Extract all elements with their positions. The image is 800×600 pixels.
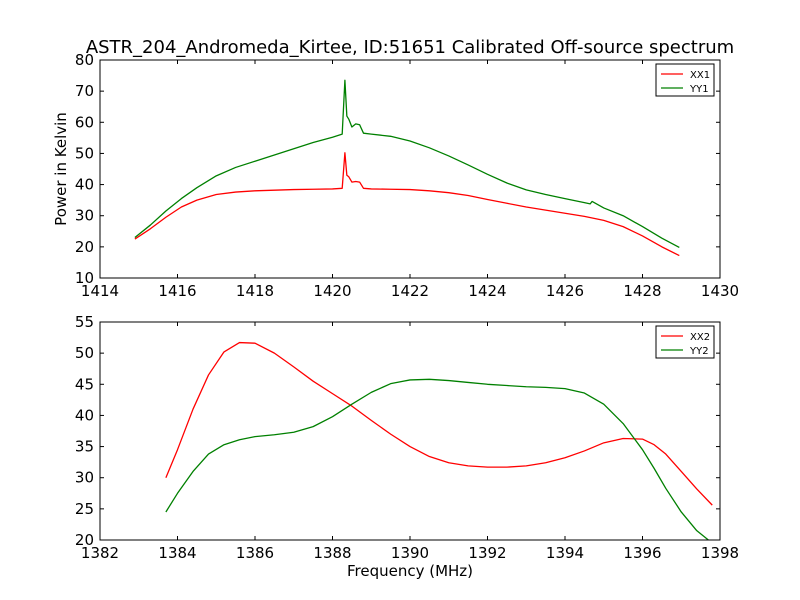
x-tick-label: 1396	[623, 544, 661, 562]
x-tick-label: 1392	[468, 544, 506, 562]
y-tick-label: 80	[75, 51, 94, 69]
x-tick-label: 1398	[701, 544, 739, 562]
x-tick-label: 1388	[313, 544, 351, 562]
x-tick-label: 1386	[236, 544, 274, 562]
x-tick-label: 1414	[81, 282, 119, 300]
x-tick-label: 1422	[391, 282, 429, 300]
axes-frame	[99, 59, 721, 279]
x-tick-label: 1390	[391, 544, 429, 562]
y-tick-label: 20	[75, 531, 94, 549]
series-line-xx1	[134, 152, 680, 257]
chart-title: ASTR_204_Andromeda_Kirtee, ID:51651 Cali…	[86, 37, 734, 58]
axes-frame	[99, 321, 721, 541]
y-tick-label: 30	[75, 207, 94, 225]
y-tick-label: 45	[75, 375, 94, 393]
x-tick-label: 1384	[158, 544, 196, 562]
x-tick-label: 1424	[468, 282, 506, 300]
y-tick-label: 25	[75, 500, 94, 518]
y-tick-label: 35	[75, 438, 94, 456]
x-tick-label: 1426	[546, 282, 584, 300]
y-tick-label: 40	[75, 176, 94, 194]
y-tick-label: 50	[75, 344, 94, 362]
series-line-yy2	[165, 378, 709, 540]
legend-label: XX1	[690, 70, 710, 81]
y-tick-label: 60	[75, 113, 94, 131]
y-tick-label: 20	[75, 238, 94, 256]
x-tick-label: 1418	[236, 282, 274, 300]
x-tick-label: 1416	[158, 282, 196, 300]
legend-box	[655, 63, 715, 97]
legend-box	[655, 325, 715, 359]
x-axis-label: Frequency (MHz)	[347, 562, 473, 580]
y-axis-label: Power in Kelvin	[52, 112, 70, 226]
x-tick-label: 1394	[546, 544, 584, 562]
legend-label: XX2	[690, 332, 710, 343]
bottom-spectrum-plot: 1382 1384 1386 1388 1390 1392 1394 1396 1398 20 25…	[75, 313, 739, 580]
y-tick-label: 55	[75, 313, 94, 331]
y-tick-label: 40	[75, 406, 94, 424]
x-tick-label: 1420	[313, 282, 351, 300]
x-tick-label: 1382	[81, 544, 119, 562]
x-tick-label: 1430	[701, 282, 739, 300]
series-line-xx2	[165, 341, 713, 506]
series-line-yy1	[134, 79, 680, 249]
legend-label: YY1	[689, 84, 709, 95]
y-tick-label: 70	[75, 82, 94, 100]
y-tick-label: 30	[75, 469, 94, 487]
y-tick-label: 10	[75, 269, 94, 287]
top-spectrum-plot: 1414 1416 1418 1420 1422 1424 1426 1428 1430 10 20…	[52, 51, 739, 300]
x-tick-label: 1428	[623, 282, 661, 300]
legend-label: YY2	[689, 346, 709, 357]
y-tick-label: 50	[75, 144, 94, 162]
